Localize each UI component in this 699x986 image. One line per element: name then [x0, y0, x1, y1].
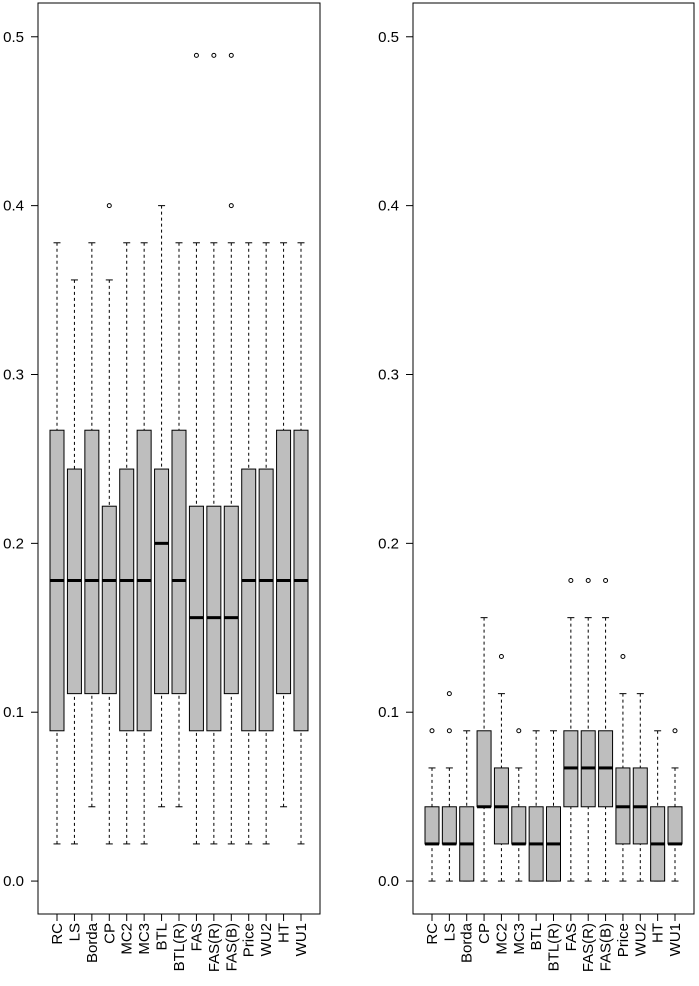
x-tick-label: MC2	[493, 923, 510, 955]
outlier	[211, 52, 217, 58]
x-tick-label: LS	[441, 923, 458, 941]
y-tick-label: 0.0	[378, 873, 399, 890]
box	[476, 730, 492, 808]
box	[511, 806, 527, 845]
y-tick-label: 0.4	[378, 198, 399, 215]
x-tick-label: FAS	[563, 923, 580, 951]
x-tick-label: WU2	[258, 923, 275, 956]
y-tick-label: 0.1	[378, 704, 399, 721]
outlier	[106, 203, 112, 209]
outlier	[620, 653, 626, 659]
x-tick-label: Price	[241, 923, 258, 957]
outlier	[603, 578, 609, 584]
y-tick-label: 0.5	[378, 29, 399, 46]
box	[241, 468, 257, 732]
box	[667, 806, 683, 845]
outlier	[193, 52, 199, 58]
x-tick-label: HT	[276, 923, 293, 943]
outlier	[446, 691, 452, 697]
outlier	[228, 52, 234, 58]
box	[223, 505, 239, 695]
outlier	[446, 728, 452, 734]
x-tick-label: BTL(R)	[546, 923, 563, 971]
y-tick-label: 0.0	[3, 873, 24, 890]
outlier	[672, 728, 678, 734]
x-tick-label: BTL	[154, 923, 171, 951]
x-tick-label: Price	[615, 923, 632, 957]
x-tick-label: FAS(R)	[206, 923, 223, 972]
y-tick-label: 0.2	[378, 535, 399, 552]
outlier	[429, 728, 435, 734]
x-tick-label: BTL	[528, 923, 545, 951]
box	[171, 429, 187, 695]
x-tick-label: FAS(B)	[598, 923, 615, 971]
x-tick-label: WU1	[293, 923, 310, 956]
box	[154, 468, 170, 695]
y-tick-label: 0.5	[3, 29, 24, 46]
box	[276, 429, 292, 695]
y-tick-label: 0.3	[378, 366, 399, 383]
box	[258, 468, 274, 732]
box	[84, 429, 100, 695]
x-tick-label: MC3	[511, 923, 528, 955]
box	[424, 806, 440, 845]
x-tick-label: Borda	[84, 922, 101, 963]
x-tick-label: HT	[650, 923, 667, 943]
y-tick-label: 0.3	[3, 366, 24, 383]
x-tick-label: WU1	[667, 923, 684, 956]
box	[101, 505, 117, 695]
x-tick-label: Borda	[459, 922, 476, 963]
plot-frame	[412, 2, 695, 915]
box	[119, 468, 135, 732]
x-tick-label: BTL(R)	[171, 923, 188, 971]
y-tick-label: 0.2	[3, 535, 24, 552]
outlier	[568, 578, 574, 584]
box	[441, 806, 457, 845]
x-tick-label: CP	[476, 923, 493, 944]
x-tick-label: FAS	[188, 923, 205, 951]
outlier	[585, 578, 591, 584]
outlier	[228, 203, 234, 209]
x-tick-label: RC	[424, 923, 441, 945]
outlier	[516, 728, 522, 734]
y-tick-label: 0.1	[3, 704, 24, 721]
x-tick-label: MC3	[136, 923, 153, 955]
x-tick-label: MC2	[119, 923, 136, 955]
x-tick-label: FAS(B)	[223, 923, 240, 971]
x-tick-label: FAS(R)	[580, 923, 597, 972]
x-tick-label: LS	[66, 923, 83, 941]
outlier	[498, 653, 504, 659]
x-tick-label: RC	[49, 923, 66, 945]
x-tick-label: CP	[101, 923, 118, 944]
y-tick-label: 0.4	[3, 198, 24, 215]
x-tick-label: WU2	[632, 923, 649, 956]
